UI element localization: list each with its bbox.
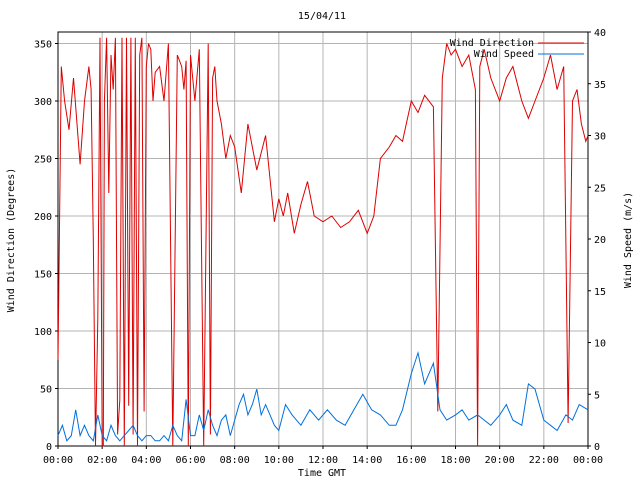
x-axis-label: Time GMT xyxy=(298,468,346,479)
y-axis-label-right: Wind Speed (m/s) xyxy=(623,192,634,288)
y-tick-label-right: 25 xyxy=(594,183,606,194)
y-tick-label-right: 30 xyxy=(594,132,606,143)
x-tick-label: 08:00 xyxy=(220,455,250,466)
chart-title: 15/04/11 xyxy=(298,11,346,22)
y-tick-label-left: 300 xyxy=(34,97,52,108)
y-axis-label-left: Wind Direction (Degrees) xyxy=(6,168,17,313)
legend-label-wind-speed: Wind Speed xyxy=(474,49,534,60)
x-tick-label: 10:00 xyxy=(264,455,294,466)
y-tick-label-left: 150 xyxy=(34,270,52,281)
y-tick-label-right: 5 xyxy=(594,390,600,401)
x-tick-label: 18:00 xyxy=(440,455,470,466)
x-tick-label: 16:00 xyxy=(396,455,426,466)
y-tick-label-right: 10 xyxy=(594,339,606,350)
x-tick-label: 00:00 xyxy=(573,455,603,466)
legend: Wind Direction Wind Speed xyxy=(450,38,584,60)
x-tick-label: 12:00 xyxy=(308,455,338,466)
x-tick-label: 04:00 xyxy=(131,455,161,466)
y-tick-label-left: 350 xyxy=(34,40,52,51)
x-tick-label: 22:00 xyxy=(529,455,559,466)
y-tick-label-right: 0 xyxy=(594,442,600,453)
x-tick-label: 14:00 xyxy=(352,455,382,466)
y-tick-label-right: 15 xyxy=(594,287,606,298)
x-tick-label: 06:00 xyxy=(175,455,205,466)
x-tick-label: 20:00 xyxy=(485,455,515,466)
legend-label-wind-direction: Wind Direction xyxy=(450,38,534,49)
y-tick-label-right: 35 xyxy=(594,80,606,91)
y-tick-label-left: 250 xyxy=(34,155,52,166)
grid-lines xyxy=(58,32,588,446)
y-tick-label-right: 40 xyxy=(594,28,606,39)
series-line-wind-direction xyxy=(57,37,589,447)
x-tick-label: 00:00 xyxy=(43,455,73,466)
x-tick-label: 02:00 xyxy=(87,455,117,466)
series-group xyxy=(57,37,589,447)
y-tick-label-left: 50 xyxy=(40,385,52,396)
y-tick-label-left: 200 xyxy=(34,212,52,223)
y-tick-label-left: 0 xyxy=(46,442,52,453)
series-line-wind-speed xyxy=(57,350,589,443)
y-tick-label-right: 20 xyxy=(594,235,606,246)
y-tick-label-left: 100 xyxy=(34,327,52,338)
axis-ticks: 00:00 02:00 04:00 06:00 08:00 10:00 12:00 14:00… xyxy=(34,28,606,466)
